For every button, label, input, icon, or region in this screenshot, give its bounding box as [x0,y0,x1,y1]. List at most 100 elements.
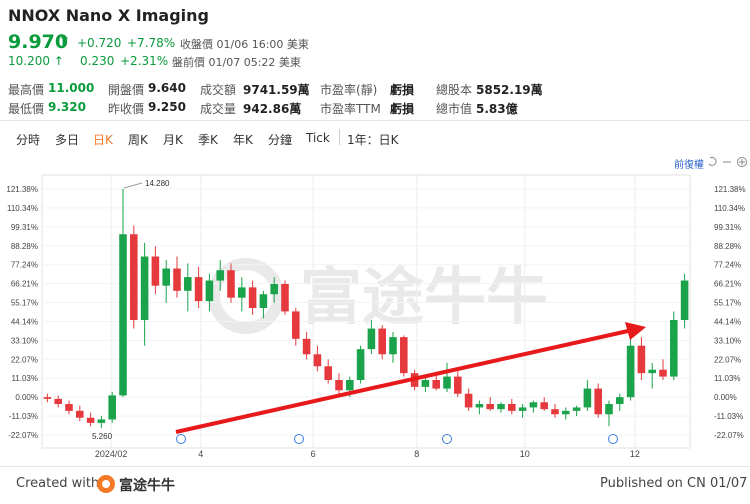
y-tick-label: -11.03% [9,412,38,421]
tab[interactable]: 年K [233,133,253,147]
x-tick-label: 6 [311,449,316,459]
tab[interactable]: 分鐘 [268,133,293,147]
candle-body [540,402,548,410]
candle-body [518,407,527,411]
plot-frame [41,174,691,449]
y-tick-label: 11.03% [11,374,38,383]
candle-body [626,345,635,398]
x-tick-label: 8 [414,449,419,459]
change-pct: +7.78% [127,36,176,50]
stat-label: 市盈率(靜) [320,83,378,97]
y-tick-label: 33.10% [11,336,38,345]
tab[interactable]: 日K [93,133,113,147]
candle-body [670,319,678,377]
arrow: ⬆ [58,32,71,50]
candle-body [205,280,214,302]
y-tick-label: 55.17% [714,299,741,308]
event-marker [442,434,452,444]
candle-body [270,283,278,295]
published: Published on CN 01/07 [600,476,748,491]
tab[interactable]: 季K [198,133,218,147]
candle-body [637,345,646,374]
candle-body [65,404,73,411]
y-tick-label: 99.31% [11,223,38,232]
stat-value: 虧損 [390,102,415,116]
stat-label: 昨收價 [108,102,145,116]
candle-body [173,268,181,291]
y-tick-label: -22.07% [8,431,38,440]
candle-body [97,419,106,423]
candle-body [151,256,160,286]
candle-body [454,376,462,394]
candle-body [119,234,127,396]
y-tick-label: 33.10% [714,336,741,345]
candle-body [594,388,602,415]
y-tick-label: 0.00% [15,393,38,402]
event-marker [608,434,618,444]
candle-body [281,283,289,312]
event-marker [294,434,304,444]
tab[interactable]: 分時 [16,133,41,147]
tab[interactable]: 多日 [55,133,80,147]
event-marker [176,434,186,444]
y-tick-label: 66.21% [714,280,741,289]
stat-label: 總市值 [436,102,473,116]
tab[interactable]: Tick [306,131,330,145]
y-tick-label: 55.17% [11,299,38,308]
y-tick-label: 99.31% [714,223,741,232]
stat-label: 成交量 [200,102,237,116]
candle-body [356,349,365,381]
stat-label: 最高價 [8,83,45,97]
adjust-link[interactable]: 前復權 [674,160,704,171]
trend-arrowhead [625,322,646,340]
x-tick-label: 2024/02 [95,449,128,459]
candle-body [238,287,246,298]
divider [0,120,750,121]
x-tick-label: 4 [198,449,203,459]
candle-body [292,311,300,339]
candle-body [389,337,397,355]
watermark-logo [208,258,284,334]
candle-body [421,380,430,387]
stat-label: 成交額 [200,83,237,97]
pre-pct: +2.31% [120,54,169,68]
x-tick-label: 10 [520,449,530,459]
stat-value: 9.250 [148,100,186,114]
y-tick-label: 44.14% [11,317,38,326]
created-with: Created with [16,476,100,491]
candle-body [508,404,516,411]
annotation: 5.260 [92,432,113,441]
candle-body [313,354,322,367]
tab[interactable]: 月K [163,133,183,147]
change: +0.720 [77,36,122,50]
tab-separator [339,129,340,145]
candle-body [464,393,473,408]
trend-arrow [175,329,629,434]
stat-value: 5852.19萬 [476,83,543,97]
tab[interactable]: 1年：日K [347,133,399,147]
candle-body [475,404,484,408]
y-tick-label: 77.24% [714,261,741,270]
candle-body [616,397,624,405]
candle-body [432,380,440,389]
x-tick-label: 12 [630,449,640,459]
candle-body [140,256,149,320]
candle-body [324,366,332,381]
candle-body [680,280,689,320]
candle-body [497,404,505,410]
stat-label: 市盈率TTM [320,102,381,116]
stat-label: 最低價 [8,102,45,116]
pre-change: 0.230 [80,54,115,68]
chart: 富途牛牛 121.38% 121.38% 110.34% 110.34% 99.31% 99… [6,174,746,459]
candle-body [130,234,138,320]
candle-body [248,287,257,308]
tab[interactable]: 周K [128,133,148,147]
candle-body [529,402,538,408]
candle-body [659,369,667,377]
stat-value: 9.320 [48,100,86,114]
stat-value: 9.640 [148,81,186,95]
candle-body [43,397,52,399]
candle-body [562,410,570,415]
candle-body [227,270,235,298]
